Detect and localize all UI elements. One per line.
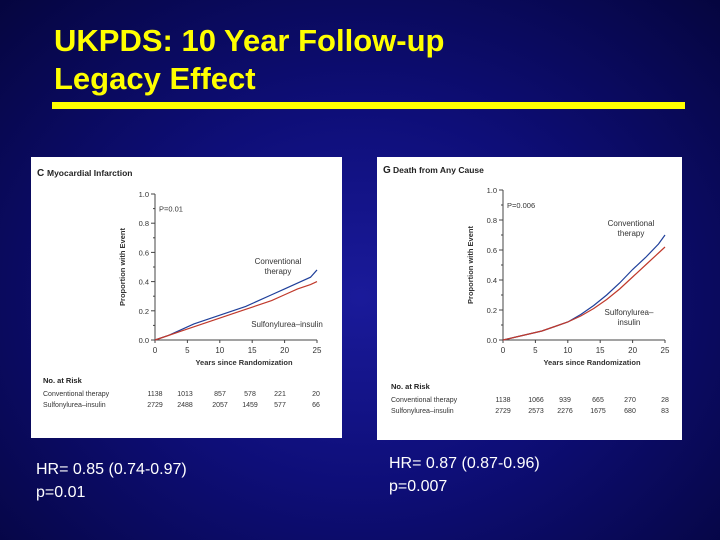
chart-myocardial-infarction: C Myocardial Infarction 0.0 0.2 0.4 0.6 0.8 1.0… [37,168,323,409]
risk-table-header: No. at Risk [43,376,83,385]
risk-table-cell: 857 [214,391,226,398]
risk-table-cell: 20 [312,391,320,398]
x-tick-label: 0 [153,346,158,355]
risk-table-cell: 2729 [147,402,163,409]
x-tick-label: 25 [313,346,322,355]
chart-title: Myocardial Infarction [47,168,133,178]
x-tick-label: 20 [628,346,637,355]
p-value-right: p=0.007 [389,478,448,495]
y-tick-label: 0.6 [139,248,149,257]
y-tick-label: 0.2 [139,307,149,316]
result-left: HR= 0.85 (0.74-0.97) p=0.01 [36,458,187,504]
risk-table-cell: 2276 [557,408,573,415]
y-tick-label: 0.0 [487,336,497,345]
y-axis-label: Proportion with Event [466,226,475,304]
hazard-ratio-right: HR= 0.87 (0.87-0.96) [389,455,540,472]
risk-table-cell: 1013 [177,391,193,398]
chart-title: Death from Any Cause [393,165,484,175]
x-tick-label: 5 [533,346,538,355]
series-label-sulfonylurea: insulin [618,318,641,327]
x-tick-label: 10 [563,346,572,355]
series-line-conventional [154,269,318,341]
x-tick-label: 25 [661,346,670,355]
series-label-sulfonylurea: Sulfonylurea–insulin [251,320,323,329]
slide-title-line1: UKPDS: 10 Year Follow-up [54,23,445,58]
risk-table-cell: 1675 [590,408,606,415]
y-tick-label: 0.4 [487,276,497,285]
risk-table-cell: 28 [661,397,669,404]
y-tick-label: 0.6 [487,246,497,255]
x-axis-label: Years since Randomization [195,358,293,367]
risk-table-row-label: Sulfonylurea–insulin [391,408,454,415]
x-tick-label: 15 [596,346,605,355]
series-label-conventional: Conventional [608,219,655,228]
risk-table-cell: 665 [592,397,604,404]
chart-panel-death-any-cause: G Death from Any Cause 0.0 0.2 0.4 0.6 0.8 1.0 0… [377,157,682,440]
y-tick-label: 1.0 [139,190,149,199]
risk-table-cell: 2729 [495,408,511,415]
risk-table-cell: 2573 [528,408,544,415]
y-axis-label: Proportion with Event [118,228,127,306]
series-line-sulfonylurea [502,246,666,341]
risk-table-cell: 270 [624,397,636,404]
chart-death-any-cause: G Death from Any Cause 0.0 0.2 0.4 0.6 0.8 1.0 0… [383,165,670,415]
risk-table-row-label: Sulfonylurea–insulin [43,402,106,409]
risk-table-cell: 2488 [177,402,193,409]
risk-table-row-label: Conventional therapy [391,397,458,404]
p-value-label: P=0.01 [159,205,183,214]
x-tick-label: 5 [185,346,190,355]
y-tick-label: 0.8 [487,216,497,225]
risk-table-cell: 66 [312,402,320,409]
y-tick-label: 0.0 [139,336,149,345]
p-value-left: p=0.01 [36,484,86,501]
risk-table-cell: 1138 [495,397,510,404]
y-tick-label: 0.8 [139,219,149,228]
risk-table-cell: 2057 [212,402,228,409]
risk-table-cell: 680 [624,408,636,415]
slide-title: UKPDS: 10 Year Follow-up Legacy Effect [54,22,444,98]
x-tick-label: 20 [280,346,289,355]
risk-table-cell: 577 [274,402,286,409]
x-tick-label: 0 [501,346,506,355]
x-tick-label: 10 [215,346,224,355]
panel-letter: G [383,165,391,176]
y-tick-label: 1.0 [487,186,497,195]
risk-table-cell: 1459 [242,402,258,409]
panel-letter: C [37,168,44,179]
title-underline [52,102,685,109]
series-label-conventional: therapy [265,267,292,276]
series-label-conventional: therapy [618,229,645,238]
x-axis-label: Years since Randomization [543,358,641,367]
series-label-conventional: Conventional [255,257,302,266]
risk-table-cell: 939 [559,397,571,404]
series-line-conventional [502,234,666,341]
risk-table-cell: 1138 [147,391,162,398]
risk-table-row-label: Conventional therapy [43,391,110,398]
risk-table-cell: 83 [661,408,669,415]
risk-table-cell: 221 [274,391,286,398]
hazard-ratio-left: HR= 0.85 (0.74-0.97) [36,461,187,478]
y-tick-label: 0.4 [139,278,149,287]
slide-title-line2: Legacy Effect [54,61,256,96]
p-value-label: P=0.006 [507,201,535,210]
risk-table-cell: 1066 [528,397,544,404]
risk-table-header: No. at Risk [391,382,431,391]
x-tick-label: 15 [248,346,257,355]
series-line-sulfonylurea [154,281,318,341]
risk-table-cell: 578 [244,391,256,398]
y-tick-label: 0.2 [487,306,497,315]
series-label-sulfonylurea: Sulfonylurea– [605,308,654,317]
chart-panel-myocardial-infarction: C Myocardial Infarction 0.0 0.2 0.4 0.6 0.8 1.0… [31,157,342,438]
result-right: HR= 0.87 (0.87-0.96) p=0.007 [389,452,540,498]
